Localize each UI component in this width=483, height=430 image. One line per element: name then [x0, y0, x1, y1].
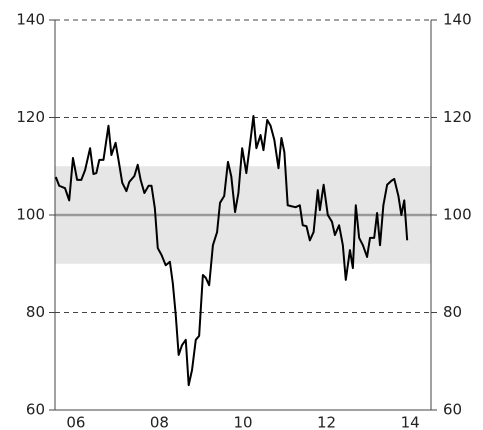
y2-tick-label: 80 [443, 303, 462, 321]
y-tick-label: 120 [16, 108, 45, 126]
x-tick-label: 08 [150, 414, 169, 430]
y-tick-label: 60 [26, 401, 45, 419]
x-tick-label: 10 [233, 414, 252, 430]
y-tick-label: 80 [26, 303, 45, 321]
data-line [54, 115, 409, 387]
y2-tick-label: 120 [443, 108, 472, 126]
x-tick-label: 12 [317, 414, 336, 430]
y2-tick-label: 100 [443, 206, 472, 224]
y-tick-label: 140 [16, 11, 45, 29]
y2-tick-label: 60 [443, 401, 462, 419]
x-tick-label: 06 [66, 414, 85, 430]
x-tick-label: 14 [401, 414, 420, 430]
y-tick-label: 100 [16, 206, 45, 224]
y2-tick-label: 140 [443, 11, 472, 29]
